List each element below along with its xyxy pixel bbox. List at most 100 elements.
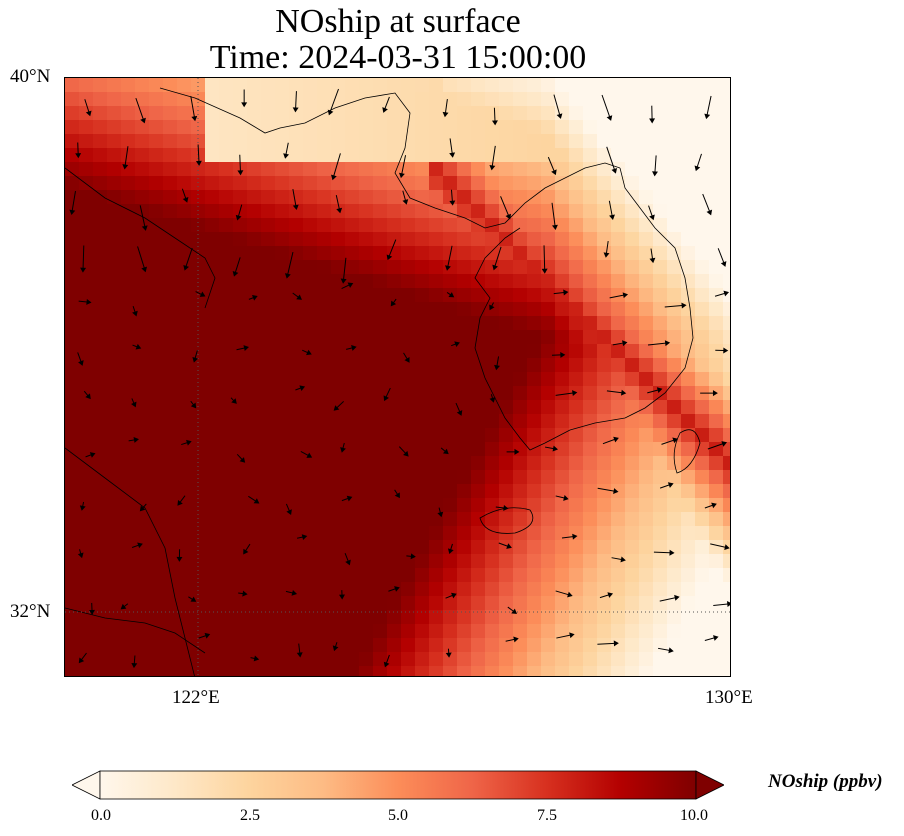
field-cell	[723, 120, 730, 135]
field-cell	[107, 414, 122, 429]
wind-arrow	[715, 347, 729, 354]
field-cell	[457, 470, 472, 485]
field-cell	[527, 400, 542, 415]
field-cell	[597, 554, 612, 569]
field-cell	[499, 148, 514, 163]
field-cell	[317, 246, 332, 261]
field-cell	[723, 638, 730, 653]
field-cell	[149, 400, 164, 415]
field-cell	[135, 414, 150, 429]
field-cell	[345, 540, 360, 555]
field-cell	[499, 456, 514, 471]
field-cell	[443, 302, 458, 317]
lon-label-130: 130°E	[705, 687, 753, 708]
field-cell	[513, 568, 528, 583]
field-cell	[135, 372, 150, 387]
field-cell	[387, 120, 402, 135]
field-cell	[681, 512, 696, 527]
field-cell	[331, 288, 346, 303]
field-cell	[219, 358, 234, 373]
field-cell	[499, 344, 514, 359]
field-cell	[177, 442, 192, 457]
wind-arrow	[335, 195, 343, 214]
wind-arrow	[192, 350, 199, 363]
wind-arrow	[498, 542, 512, 549]
field-cell	[485, 582, 500, 597]
field-cell	[275, 92, 290, 107]
field-cell	[289, 78, 304, 93]
field-cell	[709, 92, 724, 107]
field-cell	[317, 78, 332, 93]
field-cell	[219, 554, 234, 569]
field-cell	[121, 582, 136, 597]
field-cell	[359, 386, 374, 401]
field-cell	[485, 428, 500, 443]
field-cell	[611, 526, 626, 541]
field-cell	[163, 288, 178, 303]
field-cell	[317, 176, 332, 191]
field-cell	[359, 582, 374, 597]
field-cell	[163, 554, 178, 569]
field-cell	[135, 400, 150, 415]
map-title: NOship at surface	[275, 3, 521, 40]
field-cell	[345, 92, 360, 107]
field-cell	[107, 134, 122, 149]
field-cell	[107, 554, 122, 569]
field-cell	[121, 106, 136, 121]
field-cell	[625, 428, 640, 443]
field-cell	[401, 540, 416, 555]
field-cell	[79, 316, 94, 331]
field-cell	[597, 400, 612, 415]
field-cell	[695, 288, 710, 303]
field-cell	[625, 302, 640, 317]
field-cell	[289, 498, 304, 513]
field-cell	[93, 428, 108, 443]
field-cell	[149, 428, 164, 443]
wind-arrow	[455, 402, 463, 416]
field-cell	[135, 484, 150, 499]
field-cell	[177, 512, 192, 527]
field-cell	[485, 260, 500, 275]
lat-label-40: 40°N	[10, 66, 51, 87]
field-cell	[681, 148, 696, 163]
field-cell	[205, 148, 220, 163]
field-cell	[667, 218, 682, 233]
field-cell	[541, 414, 556, 429]
field-cell	[205, 358, 220, 373]
field-cell	[387, 288, 402, 303]
wind-arrow	[236, 453, 246, 463]
concentration-field	[65, 78, 730, 676]
field-cell	[149, 78, 164, 93]
field-cell	[653, 484, 668, 499]
field-cell	[107, 666, 122, 676]
field-cell	[443, 414, 458, 429]
field-cell	[639, 204, 654, 219]
field-cell	[527, 274, 542, 289]
field-cell	[177, 582, 192, 597]
field-cell	[373, 610, 388, 625]
field-cell	[359, 666, 374, 676]
field-cell	[359, 428, 374, 443]
field-cell	[611, 666, 626, 676]
field-cell	[415, 582, 430, 597]
field-cell	[457, 526, 472, 541]
field-cell	[597, 652, 612, 667]
field-cell	[261, 344, 276, 359]
field-cell	[667, 372, 682, 387]
field-cell	[513, 540, 528, 555]
field-cell	[149, 302, 164, 317]
field-cell	[261, 624, 276, 639]
field-cell	[513, 232, 528, 247]
field-cell	[93, 456, 108, 471]
field-cell	[345, 120, 360, 135]
field-cell	[639, 92, 654, 107]
field-cell	[373, 624, 388, 639]
field-cell	[429, 610, 444, 625]
field-cell	[709, 344, 724, 359]
field-cell	[177, 78, 192, 93]
wind-arrow	[83, 390, 91, 400]
field-cell	[303, 162, 318, 177]
field-cell	[625, 232, 640, 247]
field-cell	[723, 92, 730, 107]
field-cell	[65, 134, 80, 149]
